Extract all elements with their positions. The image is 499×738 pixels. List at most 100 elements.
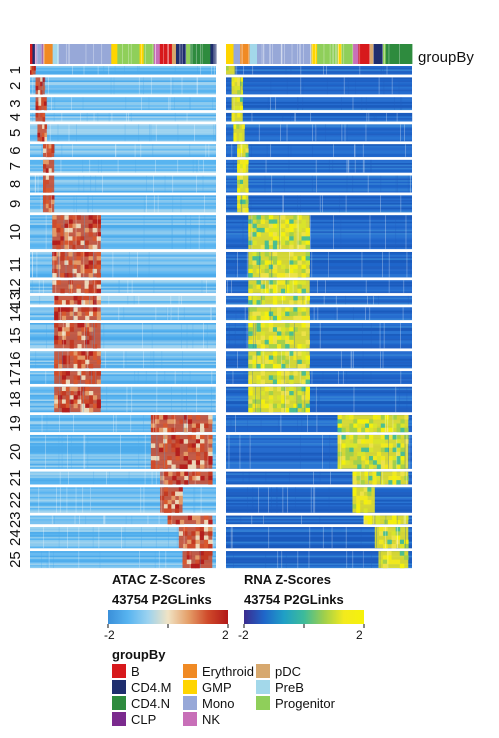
atac-hot-cell [52, 251, 57, 257]
annotation-streak [141, 44, 142, 64]
atac-row-strip [30, 332, 216, 335]
atac-hot-cell [159, 427, 164, 433]
rna-column-streak [393, 97, 395, 110]
atac-column-streak [134, 144, 136, 157]
atac-column-streak [43, 77, 45, 95]
atac-row-strip [30, 482, 216, 485]
atac-row-strip [30, 507, 216, 510]
rna-column-streak [301, 415, 303, 432]
rna-hot-cell [337, 423, 342, 429]
atac-hot-cell [96, 351, 101, 356]
rna-row-strip [226, 555, 412, 558]
atac-column-streak [156, 371, 158, 384]
atac-column-streak [60, 307, 61, 320]
atac-hot-cell [39, 137, 43, 142]
atac-hot-cell [42, 112, 46, 118]
rna-hot-cell [293, 260, 298, 265]
atac-hot-cell [54, 315, 59, 321]
rna-hot-cell [260, 264, 265, 270]
atac-row-strip [30, 439, 216, 442]
atac-column-streak [106, 386, 108, 413]
rna-hot-cell [248, 331, 253, 336]
atac-hot-cell [96, 284, 101, 290]
annotation-streak [155, 44, 156, 64]
annotation-streak [335, 44, 337, 64]
rna-column-streak [321, 323, 323, 349]
atac-row-strip [30, 329, 216, 332]
rna-column-streak [396, 434, 398, 469]
rna-row-strip [226, 236, 412, 238]
rna-column-streak [288, 159, 290, 173]
atac-row-strip [30, 404, 216, 406]
atac-hot-cell [167, 427, 172, 433]
rna-hot-cell [289, 300, 294, 305]
atac-row-strip [30, 498, 216, 501]
annotation-streak [57, 44, 58, 64]
atac-column-streak [54, 97, 56, 110]
atac-column-streak [161, 471, 163, 485]
rna-column-streak [263, 515, 264, 525]
rna-row-strip [226, 418, 412, 420]
rna-hot-cell [378, 559, 384, 565]
rna-row-strip [226, 352, 412, 355]
legend-swatch [112, 664, 126, 678]
rna-hot-cell [293, 407, 298, 413]
rna-column-annotation-bar [226, 44, 413, 64]
atac-hot-cell [42, 132, 45, 138]
atac-hot-cell [175, 447, 180, 453]
rna-hot-cell [305, 355, 310, 361]
rna-hot-cell [301, 311, 306, 317]
rna-column-streak [262, 351, 264, 369]
rna-hot-cell [245, 159, 249, 165]
rna-column-streak [407, 175, 409, 193]
rna-hot-cell [392, 519, 397, 525]
atac-row-strip [30, 436, 216, 439]
atac-hot-cell [183, 456, 189, 461]
rna-hot-cell [297, 399, 302, 404]
atac-hot-cell [81, 359, 86, 365]
annotation-streak [93, 44, 94, 64]
annotation-streak [101, 44, 103, 64]
rna-hot-cell [383, 519, 389, 525]
atac-hot-cell [178, 499, 183, 505]
rna-hot-cell [268, 335, 274, 341]
atac-hot-cell [171, 415, 176, 420]
atac-hot-cell [89, 391, 94, 396]
atac-column-streak [88, 195, 89, 213]
atac-column-streak [34, 175, 36, 193]
rna-hot-cell [276, 327, 282, 332]
rna-hot-cell [404, 539, 409, 545]
atac-hot-cell [191, 447, 197, 453]
atac-hot-cell [45, 168, 49, 173]
atac-row-strip [30, 184, 216, 187]
annotation-streak [343, 44, 345, 64]
rna-hot-cell [272, 300, 278, 305]
atac-hot-cell [96, 264, 101, 270]
atac-row-strip [30, 100, 216, 103]
rna-row-strip [226, 145, 412, 148]
rna-column-streak [263, 515, 265, 525]
atac-cluster-1 [30, 66, 216, 75]
rna-row-strip [226, 256, 412, 259]
rna-column-streak [286, 77, 288, 95]
rna-column-streak [322, 434, 323, 469]
rna-hot-cell [242, 199, 246, 205]
annotation-streak [299, 44, 300, 64]
atac-hot-cell [183, 415, 189, 420]
rna-hot-cell [297, 280, 302, 285]
rna-hot-cell [388, 475, 393, 481]
rna-hot-cell [353, 419, 358, 424]
atac-row-strip [30, 564, 216, 567]
atac-row-strip [30, 366, 216, 369]
atac-hot-cell [195, 415, 201, 420]
rna-column-streak [315, 159, 317, 173]
rna-hot-cell [391, 543, 397, 549]
rna-column-streak [246, 251, 248, 278]
rna-column-streak [388, 434, 389, 469]
atac-row-strip [30, 552, 216, 555]
rna-hot-cell [239, 179, 244, 185]
atac-hot-cell [85, 295, 90, 301]
rna-hot-cell [285, 399, 290, 404]
atac-hot-cell [200, 427, 205, 433]
rna-row-strip [226, 492, 412, 494]
